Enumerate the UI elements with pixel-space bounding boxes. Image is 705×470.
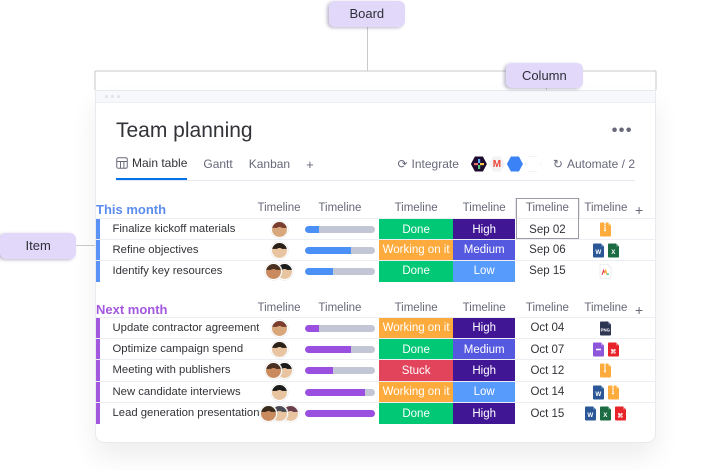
svg-text:W: W — [595, 249, 601, 256]
svg-text:⌘: ⌘ — [618, 413, 624, 420]
svg-text:⌘: ⌘ — [610, 348, 616, 355]
svg-text:W: W — [588, 412, 594, 419]
svg-text:W: W — [595, 391, 601, 398]
svg-text:PNG: PNG — [601, 327, 611, 332]
